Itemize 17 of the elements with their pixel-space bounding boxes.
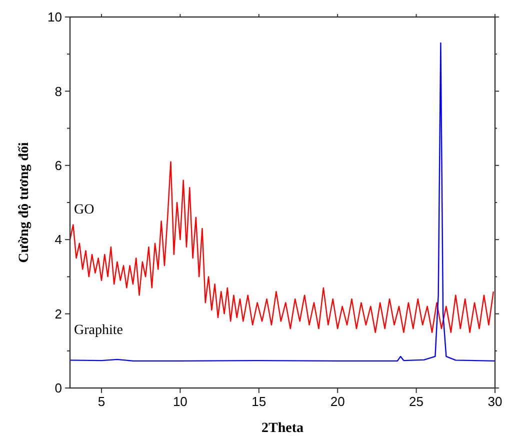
y-tick-label: 6 [54,158,62,173]
x-tick-label: 20 [330,394,345,409]
y-tick-label: 10 [48,10,62,25]
y-tick-label: 0 [54,380,62,396]
y-tick-label: 8 [54,84,62,99]
x-tick-label: 30 [488,394,502,409]
x-tick-label: 5 [98,394,106,409]
y-tick-label: 2 [54,306,62,322]
y-tick-label: 4 [54,232,62,248]
series-label: GO [74,202,94,218]
y-axis-title: Cường độ tương đối [17,142,32,263]
x-axis-title: 2Theta [262,421,304,436]
x-tick-label: 10 [172,394,188,409]
x-tick-label: 15 [252,394,266,409]
series-label: Graphite [74,323,123,338]
x-tick-label: 25 [409,394,424,409]
line-series [69,42,496,362]
